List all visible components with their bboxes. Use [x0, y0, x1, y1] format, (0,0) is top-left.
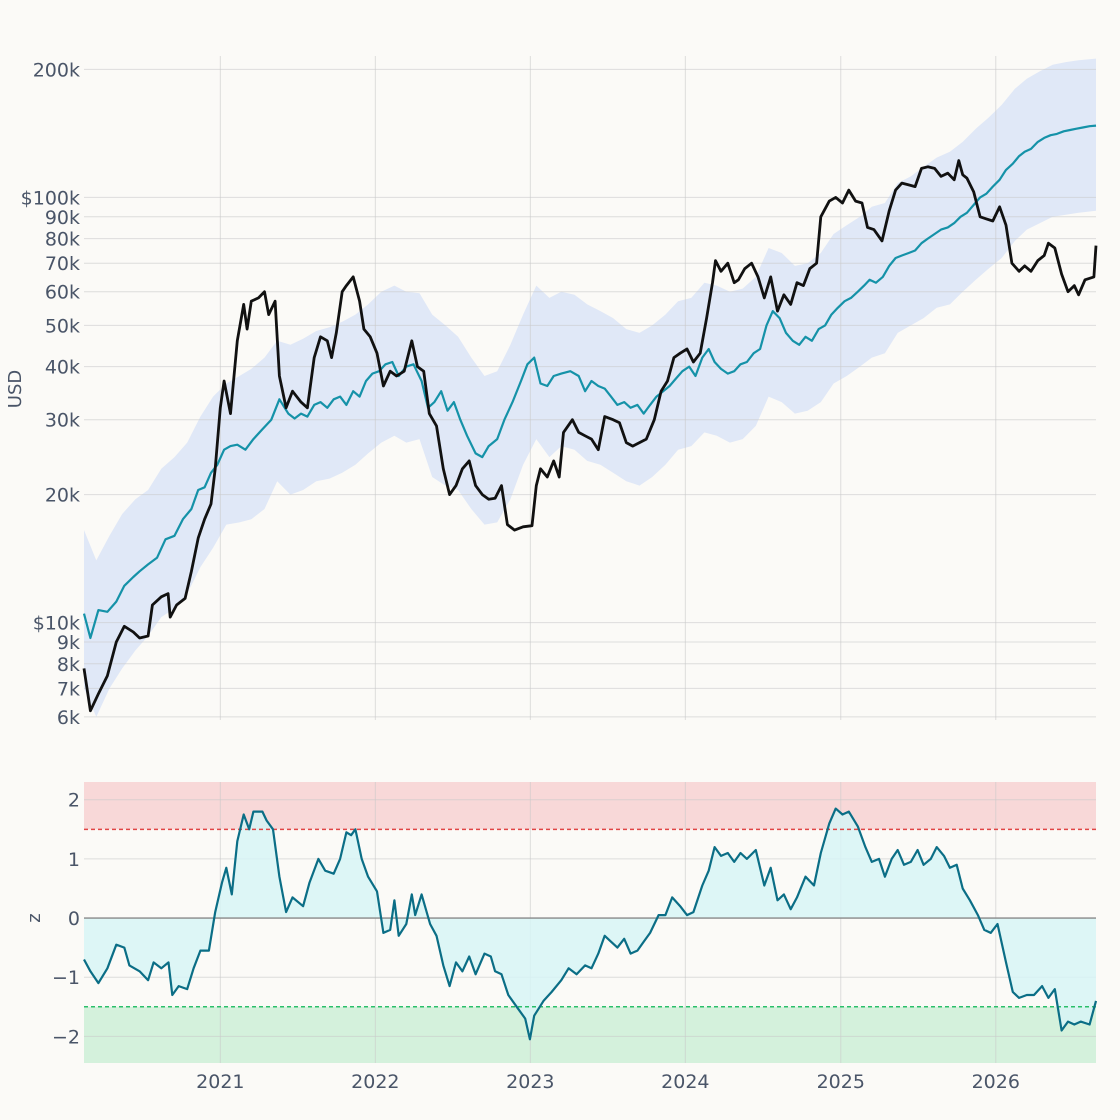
zscore-y-tick-label: 1: [68, 849, 80, 871]
x-tick-label: 2021: [196, 1071, 244, 1093]
zscore-y-tick-labels: 2 1 0 −1 −2: [52, 790, 80, 1049]
zscore-panel: 2 1 0 −1 −2 z: [24, 782, 1098, 1063]
price-y-tick-label: 9k: [57, 632, 80, 654]
price-y-tick-label: 200k: [33, 59, 80, 81]
price-y-tick-label: 70k: [45, 253, 80, 275]
zscore-line: [83, 807, 1098, 1041]
price-y-tick-label: 60k: [45, 282, 80, 304]
price-y-tick-label: 6k: [57, 707, 80, 729]
zscore-y-tick-label: 0: [68, 908, 80, 930]
price-y-tick-label: 40k: [45, 357, 80, 379]
volatility-band: [84, 58, 1096, 717]
price-y-axis-title: USD: [5, 370, 26, 408]
price-y-tick-label: $100k: [21, 187, 80, 209]
price-y-tick-label: 20k: [45, 485, 80, 507]
price-band-layer: [84, 58, 1096, 717]
x-tick-label: 2022: [351, 1071, 399, 1093]
price-lines-layer: [82, 124, 1098, 713]
price-y-tick-label: $10k: [33, 613, 80, 635]
x-tick-label: 2026: [972, 1071, 1020, 1093]
zscore-y-tick-label: 2: [68, 790, 80, 812]
price-y-tick-label: 50k: [45, 315, 80, 337]
oversold-zone: [84, 1006, 1096, 1063]
zscore-y-axis-title: z: [24, 913, 45, 922]
price-y-tick-label: 7k: [57, 678, 80, 700]
x-tick-label: 2024: [661, 1071, 709, 1093]
x-tick-label: 2023: [506, 1071, 554, 1093]
zscore-lines-layer: [83, 807, 1098, 1041]
price-gridlines: [84, 56, 1096, 720]
mean-price-line: [82, 124, 1097, 640]
price-y-tick-label: 30k: [45, 410, 80, 432]
btc-price-line: [82, 159, 1098, 713]
zscore-y-tick-label: −2: [52, 1026, 80, 1048]
price-y-tick-label: 80k: [45, 229, 80, 251]
x-tick-label: 2025: [817, 1071, 865, 1093]
price-y-tick-label: 90k: [45, 207, 80, 229]
x-axis-tick-labels: 2021 2022 2023 2024 2025 2026: [196, 1071, 1020, 1093]
overbought-zone: [84, 782, 1096, 830]
zscore-y-tick-label: −1: [52, 967, 80, 989]
price-y-tick-label: 8k: [57, 654, 80, 676]
